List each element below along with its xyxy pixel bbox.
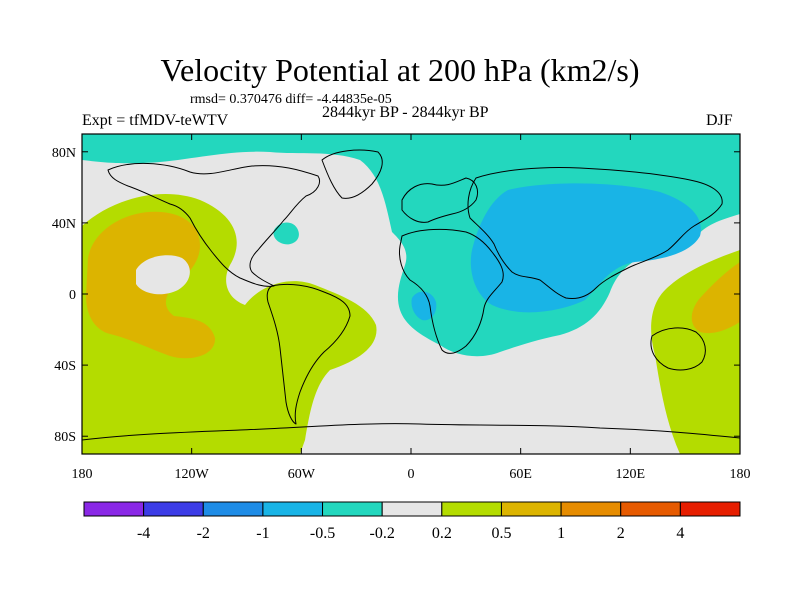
lat-tick-label: 80S xyxy=(54,430,76,445)
colorbar-swatch xyxy=(143,501,204,517)
stats-label: rmsd= 0.370476 diff= -4.44835e-05 xyxy=(190,92,392,107)
coastlines xyxy=(82,149,740,441)
page-title: Velocity Potential at 200 hPa (km2/s) xyxy=(160,52,640,88)
colorbar-swatch xyxy=(441,501,502,517)
colorbar-label: 0.2 xyxy=(432,525,452,542)
lat-tick-label: 40N xyxy=(52,217,76,232)
coastline-africa xyxy=(399,228,504,354)
colorbar-swatch xyxy=(262,501,324,517)
coastline-europe xyxy=(401,177,479,223)
colorbar-swatch xyxy=(202,501,264,517)
colorbar-swatch xyxy=(381,501,443,517)
colorbar-label: 0.5 xyxy=(491,525,511,542)
map-panel xyxy=(82,134,740,454)
contour-neg-weak-atlantic-patch xyxy=(273,222,299,245)
colorbar-label: 1 xyxy=(557,525,565,542)
colorbar-label: -1 xyxy=(256,525,269,542)
period-label: 2844kyr BP - 2844kyr BP xyxy=(322,104,489,121)
longitude-axis: 180 120W 60W 0 60E 120E 180 xyxy=(72,134,751,482)
coastline-asia xyxy=(467,166,723,299)
coastline-antarctica xyxy=(82,423,740,441)
latitude-axis: 80N 40N 0 40S 80S xyxy=(52,146,740,445)
colorbar-label: 2 xyxy=(617,525,625,542)
lat-tick-label: 80N xyxy=(52,146,76,161)
coastline-south-america xyxy=(266,283,351,425)
colorbar-swatch xyxy=(620,501,681,517)
colorbar-label: 4 xyxy=(676,525,684,542)
lat-tick-label: 40S xyxy=(54,359,76,374)
contour-neg-mid-asia xyxy=(470,183,701,313)
lon-tick-label: 180 xyxy=(730,467,751,482)
lon-tick-label: 60E xyxy=(509,467,532,482)
contour-neg-mid-atlantic-equator xyxy=(411,291,437,321)
lon-tick-label: 120E xyxy=(616,467,646,482)
colorbar: -4 -2 -1 -0.5 -0.2 0.2 0.5 1 2 4 xyxy=(83,501,741,542)
season-label: DJF xyxy=(706,112,733,129)
experiment-label: Expt = tfMDV-teWTV xyxy=(82,112,229,129)
contour-pos-mid-west-pacific xyxy=(691,262,740,334)
colorbar-label: -2 xyxy=(197,525,210,542)
lon-tick-label: 120W xyxy=(175,467,210,482)
lat-tick-label: 0 xyxy=(69,288,76,303)
colorbar-swatch xyxy=(500,501,562,517)
coastline-greenland xyxy=(321,149,383,199)
colorbar-swatch xyxy=(679,501,741,517)
colorbar-label: -0.5 xyxy=(310,525,335,542)
colorbar-label: -4 xyxy=(137,525,150,542)
lon-tick-label: 180 xyxy=(72,467,93,482)
coastline-north-america xyxy=(107,163,320,287)
lon-tick-label: 0 xyxy=(408,467,415,482)
lon-tick-label: 60W xyxy=(288,467,316,482)
colorbar-label: -0.2 xyxy=(370,525,395,542)
colorbar-swatch xyxy=(560,501,622,517)
contour-weak-center-east-pacific xyxy=(136,255,190,295)
coastline-australia xyxy=(650,327,706,371)
colorbar-swatch xyxy=(83,501,145,517)
colorbar-swatch xyxy=(322,501,383,517)
